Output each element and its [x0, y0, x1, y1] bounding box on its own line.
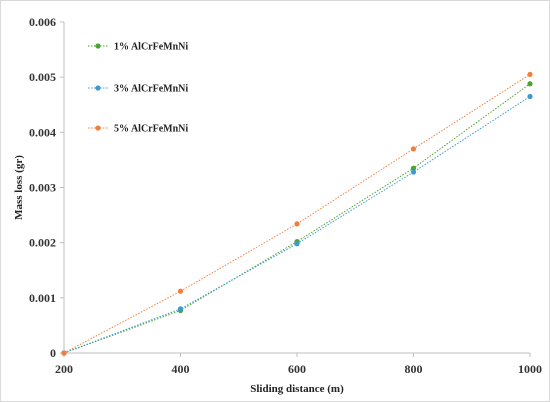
legend-item: 1% AlCrFeMnNi — [88, 42, 188, 53]
data-point — [294, 221, 300, 227]
y-tick-label: 0.003 — [29, 181, 56, 195]
x-tick-label: 1000 — [518, 362, 542, 376]
data-point — [410, 146, 417, 152]
data-point — [61, 350, 67, 356]
y-tick-labels: 0 0.001 0.002 0.003 0.004 0.005 0.006 — [29, 15, 64, 360]
data-point — [177, 306, 184, 312]
data-point — [177, 288, 184, 294]
x-tick-label: 600 — [288, 362, 306, 376]
x-axis-title: Sliding distance (m) — [250, 383, 344, 395]
y-tick-label: 0 — [50, 346, 56, 360]
legend-marker — [95, 125, 101, 131]
x-tick-labels: 200 400 600 800 1000 — [55, 353, 542, 376]
y-tick-label: 0.002 — [29, 236, 56, 250]
legend: 1% AlCrFeMnNi 3% AlCrFeMnNi 5% AlCrFeMnNi — [88, 42, 188, 135]
series-layer — [61, 71, 533, 356]
legend-label: 1% AlCrFeMnNi — [114, 42, 188, 53]
legend-marker — [95, 43, 101, 49]
y-axis-title: Mass loss (gr) — [13, 155, 25, 220]
x-tick-label: 800 — [405, 362, 423, 376]
y-tick-label: 0.006 — [29, 15, 56, 29]
data-point — [294, 241, 300, 247]
legend-marker — [95, 85, 101, 91]
data-point — [410, 165, 417, 171]
axes — [63, 22, 530, 354]
data-point — [527, 93, 533, 100]
y-tick-label: 0.004 — [29, 125, 56, 139]
data-point — [527, 71, 533, 78]
y-tick-label: 0.001 — [29, 291, 56, 305]
series-1 — [61, 81, 533, 356]
y-tick-label: 0.005 — [29, 70, 56, 84]
x-tick-label: 200 — [55, 362, 73, 376]
x-tick-label: 400 — [172, 362, 190, 376]
legend-label: 3% AlCrFeMnNi — [114, 84, 188, 95]
legend-item: 3% AlCrFeMnNi — [88, 84, 188, 95]
series-3 — [61, 71, 533, 356]
legend-label: 5% AlCrFeMnNi — [114, 124, 188, 135]
data-point — [410, 169, 417, 175]
series-line — [63, 73, 531, 354]
data-point — [527, 81, 533, 87]
legend-item: 5% AlCrFeMnNi — [88, 124, 188, 135]
